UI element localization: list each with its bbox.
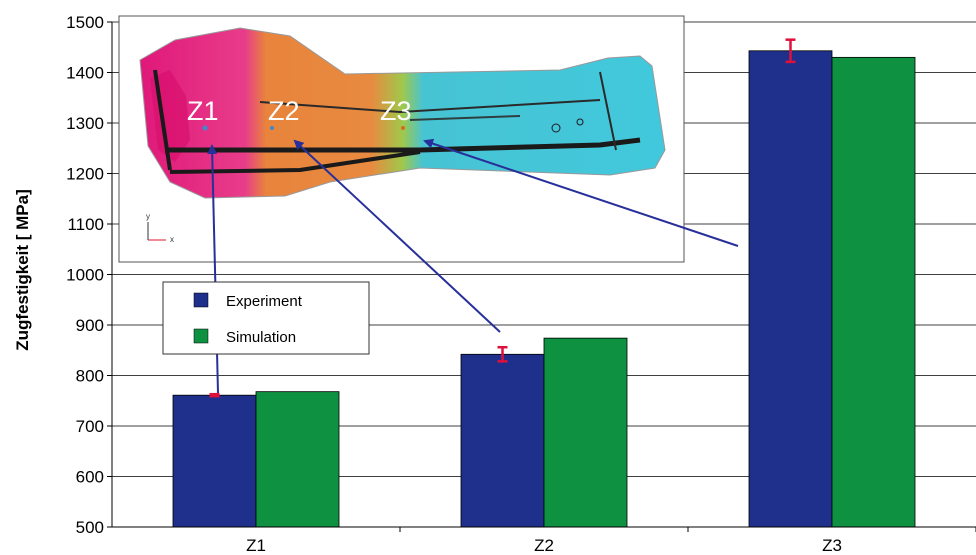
y-axis-label: Zugfestigkeit [ MPa] — [13, 189, 32, 351]
y-tick-label: 1200 — [66, 165, 104, 184]
bar-experiment-z1 — [172, 394, 257, 528]
axis-letter-y: y — [146, 212, 150, 221]
x-tick-label-z1: Z1 — [246, 536, 266, 555]
arrow-z3 — [423, 138, 739, 247]
legend: Experiment Simulation — [162, 281, 370, 355]
y-tick-labels: 500 600 700 800 900 1000 1100 1200 1300 1400 1500 — [66, 13, 104, 537]
zone-label-z1: Z1 — [187, 96, 219, 126]
y-tick-label: 1500 — [66, 13, 104, 32]
bar-simulation-z3 — [831, 56, 916, 528]
y-tick-label: 1300 — [66, 114, 104, 133]
y-tick-label: 1000 — [66, 266, 104, 285]
bar-simulation-z1 — [255, 391, 340, 528]
bar-experiment-z2 — [460, 353, 545, 528]
legend-swatch-simulation — [193, 328, 209, 344]
legend-label-simulation: Simulation — [226, 329, 296, 346]
inset-panel: Z1 Z2 Z3 y x — [118, 15, 685, 263]
x-tick-label-z3: Z3 — [822, 536, 842, 555]
axis-letter-x: x — [170, 235, 174, 244]
legend-label-experiment: Experiment — [226, 293, 303, 310]
legend-swatch-experiment — [193, 292, 209, 308]
y-tick-label: 600 — [76, 468, 104, 487]
zone-label-z3: Z3 — [380, 96, 412, 126]
y-tick-label: 500 — [76, 518, 104, 537]
zone-label-z2: Z2 — [268, 96, 300, 126]
arrow-z2 — [293, 139, 501, 333]
bar-experiment-z3 — [748, 50, 833, 528]
error-bar-z2 — [497, 345, 508, 363]
error-bars — [209, 38, 796, 398]
bar-simulation-z2 — [543, 337, 628, 528]
error-bar-z1 — [209, 392, 220, 398]
y-tick-label: 1100 — [67, 215, 104, 234]
y-tick-label: 900 — [76, 316, 104, 335]
fe-contour-car-part-image — [139, 27, 666, 199]
coordinate-triad-icon: y x — [146, 212, 174, 244]
y-tick-label: 800 — [76, 367, 104, 386]
x-tick-label-z2: Z2 — [534, 536, 554, 555]
bars — [172, 50, 916, 528]
x-tick-labels: Z1 Z2 Z3 — [246, 527, 976, 555]
y-tick-label: 1400 — [66, 64, 104, 83]
error-bar-z3 — [785, 38, 796, 64]
y-tick-label: 700 — [76, 417, 104, 436]
